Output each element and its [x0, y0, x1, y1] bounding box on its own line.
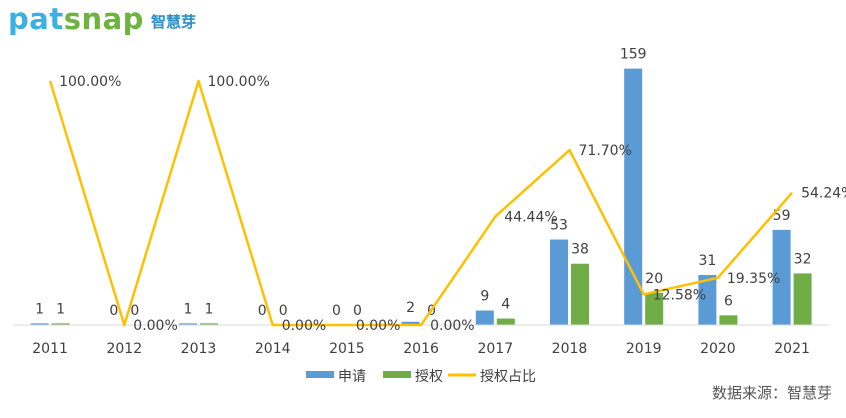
ratio-label-2011: 100.00%: [59, 74, 121, 90]
x-tick-2016: 2016: [403, 341, 439, 357]
ratio-label-2019: 12.58%: [653, 287, 706, 303]
label-grant-2015: 0: [353, 303, 362, 319]
logo-wordmark: patsnap: [8, 1, 144, 36]
label-apply-2012: 0: [109, 303, 118, 319]
x-tick-2013: 2013: [181, 341, 217, 357]
label-apply-2021: 59: [773, 208, 791, 224]
legend-ratio-label: 授权占比: [480, 369, 536, 385]
legend-grant-label: 授权: [415, 369, 443, 385]
legend-apply-label: 申请: [338, 369, 366, 385]
label-apply-2019: 159: [620, 47, 647, 63]
bar-apply-2019: [624, 68, 643, 326]
x-tick-2021: 2021: [774, 341, 810, 357]
bar-apply-2021: [772, 229, 791, 325]
ratio-label-2013: 100.00%: [208, 74, 270, 90]
x-tick-2017: 2017: [477, 341, 513, 357]
label-apply-2017: 9: [480, 288, 489, 304]
label-apply-2015: 0: [332, 303, 341, 319]
bar-apply-2013: [179, 323, 197, 325]
bar-apply-2016: [401, 321, 420, 325]
x-tick-2011: 2011: [32, 341, 68, 357]
legend-apply-swatch: [306, 371, 334, 378]
x-tick-2018: 2018: [552, 341, 588, 357]
logo-pat: pat: [8, 1, 64, 36]
data-source-note: 数据来源：智慧芽: [711, 384, 832, 402]
bar-grant-2017: [496, 318, 515, 325]
label-grant-2014: 0: [279, 303, 288, 319]
ratio-label-2015: 0.00%: [356, 318, 400, 334]
label-grant-2020: 6: [724, 293, 733, 309]
logo-chinese-name: 智慧芽: [150, 12, 196, 31]
bar-grant-2019: [645, 292, 664, 325]
ratio-label-2016: 0.00%: [430, 318, 474, 334]
bar-grant-2018: [571, 263, 589, 325]
label-apply-2018: 53: [550, 218, 568, 234]
label-apply-2014: 0: [258, 303, 267, 319]
ratio-label-2014: 0.00%: [282, 318, 326, 334]
logo-snap: snap: [63, 1, 144, 36]
label-grant-2012: 0: [130, 303, 139, 319]
x-tick-2014: 2014: [255, 341, 291, 357]
bar-apply-2018: [550, 239, 568, 325]
label-apply-2020: 31: [698, 253, 716, 269]
ratio-label-2020: 19.35%: [727, 271, 780, 287]
bar-grant-2011: [51, 323, 70, 325]
label-grant-2019: 20: [645, 271, 663, 287]
x-tick-2020: 2020: [700, 341, 736, 357]
x-tick-2019: 2019: [626, 341, 662, 357]
x-tick-2012: 2012: [106, 341, 142, 357]
bar-grant-2013: [200, 323, 218, 325]
patsnap-logo: patsnap 智慧芽: [8, 2, 196, 36]
x-tick-2015: 2015: [329, 341, 365, 357]
bar-grant-2020: [719, 315, 738, 325]
bar-apply-2020: [698, 275, 717, 325]
label-grant-2017: 4: [501, 297, 510, 313]
bar-apply-2011: [30, 323, 49, 325]
ratio-label-2021: 54.24%: [801, 186, 846, 202]
bar-apply-2017: [475, 310, 494, 325]
ratio-label-2012: 0.00%: [133, 318, 177, 334]
bar-grant-2021: [793, 273, 812, 325]
ratio-label-2017: 44.44%: [504, 210, 557, 226]
ratio-label-2018: 71.70%: [579, 143, 632, 159]
label-apply-2013: 1: [184, 301, 193, 317]
label-grant-2018: 38: [571, 242, 589, 258]
label-grant-2011: 1: [56, 301, 65, 317]
label-apply-2011: 1: [35, 301, 44, 317]
label-apply-2016: 2: [406, 300, 415, 316]
legend-grant-swatch: [383, 371, 411, 378]
label-grant-2021: 32: [794, 251, 812, 267]
label-grant-2013: 1: [205, 301, 214, 317]
